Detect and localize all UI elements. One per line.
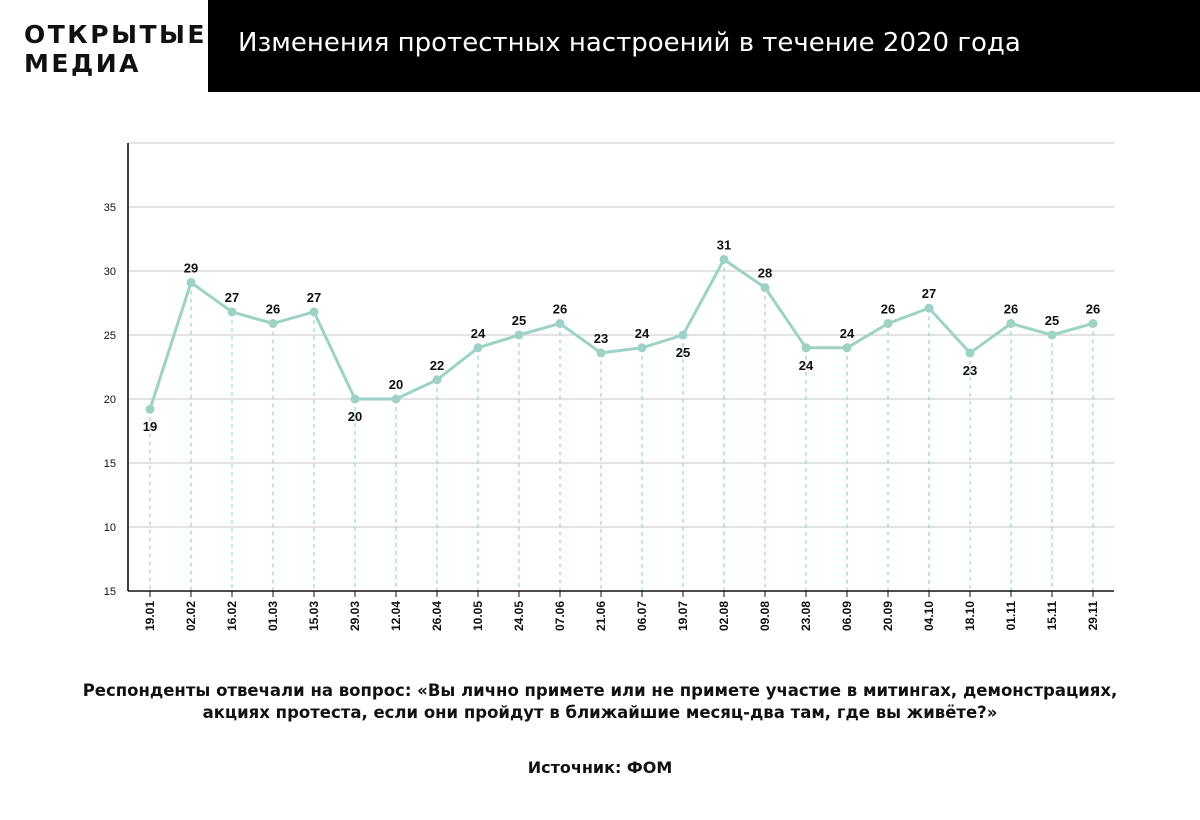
- data-point: [514, 330, 524, 340]
- data-point: [596, 348, 606, 358]
- data-label: 31: [717, 237, 731, 252]
- data-label: 22: [430, 358, 444, 373]
- data-point: [801, 343, 811, 353]
- x-tick-label: 20.09: [881, 601, 895, 631]
- data-point: [924, 303, 934, 313]
- brand-logo-line2: МЕДИА: [24, 49, 141, 78]
- x-tick-label: 19.07: [676, 601, 690, 631]
- data-label: 26: [881, 301, 895, 316]
- x-tick-label: 02.08: [717, 601, 731, 631]
- source-note: Источник: ФОМ: [527, 758, 673, 777]
- x-tick-label: 23.08: [799, 601, 813, 631]
- x-tick-label: 06.07: [635, 601, 649, 631]
- data-point: [391, 394, 401, 404]
- x-tick-label: 16.02: [225, 601, 239, 631]
- data-label: 24: [840, 326, 855, 341]
- data-label: 28: [758, 266, 772, 281]
- x-tick-label: 18.10: [963, 601, 977, 631]
- y-tick-label: 15: [104, 586, 116, 598]
- x-tick-label: 01.11: [1004, 601, 1018, 631]
- x-tick-label: 29.11: [1086, 601, 1100, 631]
- data-label: 27: [225, 290, 239, 305]
- data-label: 26: [1086, 301, 1100, 316]
- x-tick-label: 19.01: [143, 601, 157, 631]
- data-label: 25: [676, 345, 690, 360]
- x-tick-label: 06.09: [840, 601, 854, 631]
- data-point: [637, 343, 647, 353]
- data-point: [350, 394, 360, 404]
- x-tick-label: 26.04: [430, 601, 444, 631]
- x-tick-label: 10.05: [471, 601, 485, 631]
- data-point: [842, 343, 852, 353]
- x-tick-label: 15.11: [1045, 601, 1059, 631]
- data-point: [965, 348, 975, 358]
- x-tick-label: 15.03: [307, 601, 321, 631]
- brand-logo-line1: ОТКРЫТЫЕ: [24, 20, 208, 49]
- x-tick-label: 02.02: [184, 601, 198, 631]
- y-tick-label: 15: [104, 458, 116, 470]
- data-label: 27: [922, 286, 936, 301]
- data-point: [883, 318, 893, 328]
- y-tick-label: 30: [104, 266, 116, 278]
- data-label: 24: [635, 326, 650, 341]
- x-tick-label: 09.08: [758, 601, 772, 631]
- data-label: 20: [389, 377, 403, 392]
- data-label: 20: [348, 409, 362, 424]
- y-tick-label: 20: [104, 394, 116, 406]
- data-label: 25: [1045, 313, 1059, 328]
- x-tick-label: 12.04: [389, 601, 403, 631]
- data-point: [1047, 330, 1057, 340]
- data-point: [227, 307, 237, 317]
- data-point: [473, 343, 483, 353]
- data-point: [760, 283, 770, 293]
- data-label: 23: [963, 363, 977, 378]
- data-point: [1006, 318, 1016, 328]
- data-label: 26: [266, 301, 280, 316]
- data-label: 29: [184, 261, 198, 276]
- page-title: Изменения протестных настроений в течени…: [238, 28, 1021, 58]
- survey-question-line2: акциях протеста, если они пройдут в ближ…: [202, 703, 998, 722]
- y-tick-label: 35: [104, 202, 116, 214]
- data-point: [1088, 318, 1098, 328]
- data-point: [145, 404, 155, 414]
- data-label: 19: [143, 419, 157, 434]
- data-point: [432, 375, 442, 385]
- y-tick-label: 25: [104, 330, 116, 342]
- data-label: 25: [512, 313, 526, 328]
- survey-question-line1: Респонденты отвечали на вопрос: «Вы личн…: [82, 681, 1118, 700]
- data-label: 27: [307, 290, 321, 305]
- data-point: [719, 254, 729, 264]
- data-label: 24: [799, 358, 814, 373]
- data-label: 26: [1004, 301, 1018, 316]
- data-label: 26: [553, 301, 567, 316]
- data-point: [555, 318, 565, 328]
- data-point: [309, 307, 319, 317]
- x-tick-label: 01.03: [266, 601, 280, 631]
- data-label: 24: [471, 326, 486, 341]
- series-line: [148, 257, 1094, 410]
- brand-logo: ОТКРЫТЫЕ МЕДИА: [24, 20, 208, 78]
- data-label: 23: [594, 331, 608, 346]
- survey-question: Респонденты отвечали на вопрос: «Вы личн…: [60, 680, 1140, 724]
- title-bar: Изменения протестных настроений в течени…: [208, 0, 1200, 92]
- x-tick-label: 24.05: [512, 601, 526, 631]
- x-tick-label: 29.03: [348, 601, 362, 631]
- x-tick-label: 07.06: [553, 601, 567, 631]
- data-point: [268, 318, 278, 328]
- data-point: [678, 330, 688, 340]
- data-point: [186, 278, 196, 288]
- y-tick-label: 10: [104, 522, 116, 534]
- x-tick-label: 04.10: [922, 601, 936, 631]
- x-tick-label: 21.06: [594, 601, 608, 631]
